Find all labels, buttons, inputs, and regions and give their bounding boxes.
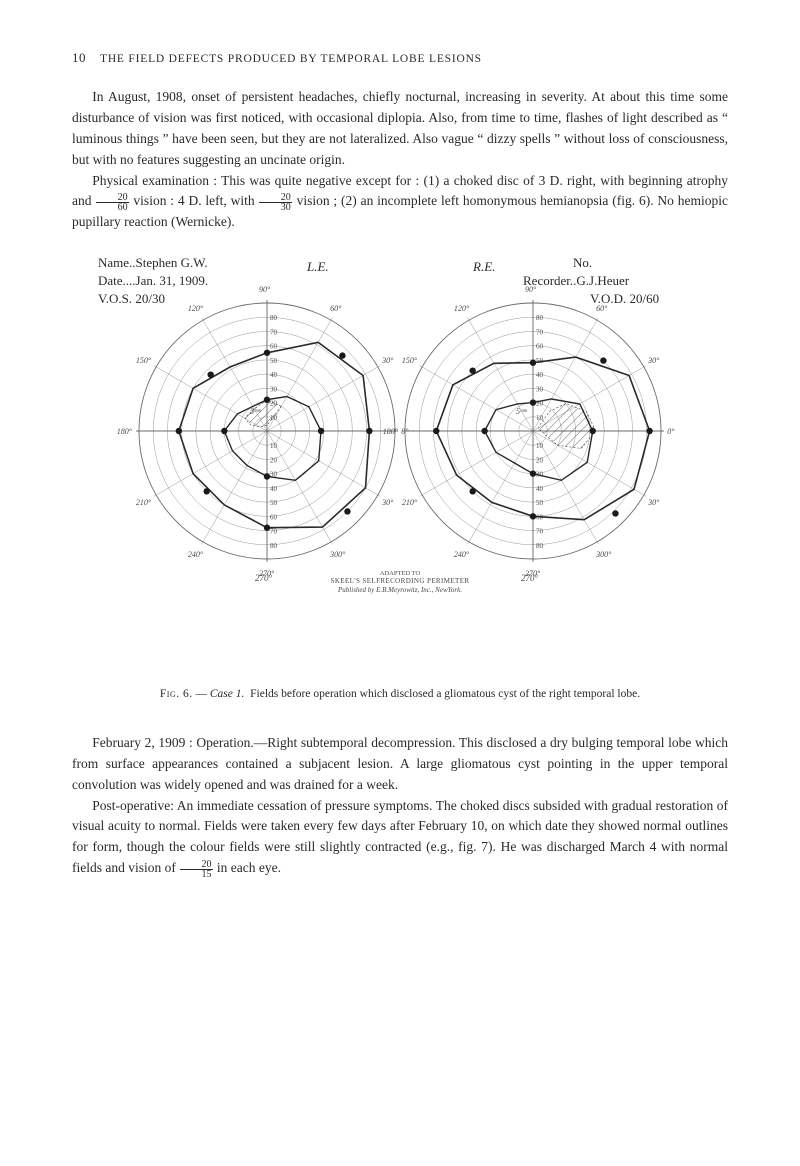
svg-text:ADAPTED TO: ADAPTED TO — [380, 570, 421, 577]
svg-text:40: 40 — [536, 371, 544, 379]
svg-text:30°: 30° — [647, 356, 660, 365]
fraction-20-30: 2030 — [259, 193, 291, 212]
svg-text:60°: 60° — [330, 304, 342, 313]
svg-text:SKEEL'S SELFRECORDING PERIMETE: SKEEL'S SELFRECORDING PERIMETER — [331, 577, 470, 585]
svg-text:Date....Jan. 31, 1909.: Date....Jan. 31, 1909. — [98, 273, 208, 288]
para2-a: Physical examination : This was quite ne… — [92, 173, 549, 188]
svg-text:70: 70 — [270, 329, 278, 337]
svg-text:120°: 120° — [454, 304, 470, 313]
figure-caption: Fig. 6. — Case 1. Fields before operatio… — [72, 687, 728, 703]
paragraph-3: February 2, 1909 : Operation.—Right subt… — [72, 733, 728, 796]
svg-text:30°: 30° — [381, 356, 394, 365]
page-header: 10 THE FIELD DEFECTS PRODUCED BY TEMPORA… — [72, 48, 728, 69]
svg-text:5ᵐᵐ: 5ᵐᵐ — [516, 407, 527, 416]
frac-den: 15 — [180, 870, 212, 879]
svg-text:80: 80 — [270, 542, 278, 550]
svg-text:50: 50 — [270, 357, 278, 365]
svg-text:180°: 180° — [383, 427, 399, 436]
svg-text:10: 10 — [536, 414, 544, 422]
svg-text:150°: 150° — [136, 356, 152, 365]
para4-a: Post-operative: An immediate cessation o… — [72, 798, 728, 876]
svg-text:300°: 300° — [595, 550, 612, 559]
caption-text: Fields before operation which disclosed … — [250, 688, 640, 700]
svg-text:270°: 270° — [521, 573, 539, 583]
svg-text:240°: 240° — [188, 550, 204, 559]
svg-text:0°: 0° — [667, 427, 675, 436]
svg-text:10: 10 — [536, 442, 544, 450]
svg-text:150°: 150° — [402, 356, 418, 365]
svg-text:50: 50 — [270, 499, 278, 507]
svg-text:30: 30 — [536, 386, 544, 394]
caption-lead: Fig. 6. — [160, 688, 193, 700]
svg-text:120°: 120° — [188, 304, 204, 313]
paragraph-2: Physical examination : This was quite ne… — [72, 171, 728, 234]
svg-text:210°: 210° — [402, 498, 418, 507]
svg-text:80: 80 — [536, 542, 544, 550]
svg-text:240°: 240° — [454, 550, 470, 559]
svg-text:60: 60 — [270, 514, 278, 522]
svg-text:20: 20 — [270, 457, 278, 465]
small-caps-d-1: D. — [550, 173, 563, 188]
svg-text:210°: 210° — [136, 498, 152, 507]
svg-text:180°: 180° — [117, 427, 133, 436]
running-title: THE FIELD DEFECTS PRODUCED BY TEMPORAL L… — [100, 51, 482, 69]
svg-text:Published by E.B.Meyrowitz, In: Published by E.B.Meyrowitz, Inc., NewYor… — [337, 586, 462, 594]
perimetry-chart: Name..Stephen G.W. Date....Jan. 31, 1909.… — [90, 251, 710, 681]
svg-text:30: 30 — [270, 386, 278, 394]
svg-text:L.E.: L.E. — [306, 259, 329, 274]
svg-text:40: 40 — [270, 485, 278, 493]
svg-text:V.O.S. 20/30: V.O.S. 20/30 — [98, 291, 165, 306]
svg-text:40: 40 — [270, 371, 278, 379]
svg-text:Recorder..G.J.Heuer: Recorder..G.J.Heuer — [523, 273, 630, 288]
svg-text:270°: 270° — [255, 573, 273, 583]
fraction-20-15: 2015 — [180, 860, 212, 879]
svg-text:5ᵐᵐ: 5ᵐᵐ — [250, 407, 261, 416]
svg-text:70: 70 — [270, 528, 278, 536]
svg-text:80: 80 — [270, 314, 278, 322]
svg-text:40: 40 — [536, 485, 544, 493]
caption-case: Case 1. — [210, 688, 245, 700]
para2-c: vision : 4 — [130, 193, 189, 208]
figure-6-wrap: Name..Stephen G.W. Date....Jan. 31, 1909.… — [72, 251, 728, 703]
svg-text:80: 80 — [536, 314, 544, 322]
svg-text:60: 60 — [536, 343, 544, 351]
para4-b: in each eye. — [214, 860, 281, 875]
svg-text:Name..Stephen G.W.: Name..Stephen G.W. — [98, 255, 208, 270]
svg-text:70: 70 — [536, 528, 544, 536]
svg-text:300°: 300° — [329, 550, 346, 559]
svg-text:30°: 30° — [647, 498, 660, 507]
svg-text:R.E.: R.E. — [472, 259, 495, 274]
svg-text:90°: 90° — [525, 285, 537, 294]
svg-text:60°: 60° — [596, 304, 608, 313]
svg-text:70: 70 — [536, 329, 544, 337]
frac-den: 30 — [259, 203, 291, 212]
page-number: 10 — [72, 48, 86, 68]
svg-text:50: 50 — [536, 499, 544, 507]
svg-text:30°: 30° — [381, 498, 394, 507]
svg-text:60: 60 — [270, 343, 278, 351]
small-caps-d-2: D. — [188, 193, 201, 208]
svg-text:20: 20 — [536, 457, 544, 465]
svg-text:90°: 90° — [259, 285, 271, 294]
fraction-20-60: 2060 — [96, 193, 128, 212]
paragraph-4: Post-operative: An immediate cessation o… — [72, 796, 728, 880]
para2-d: left, with — [202, 193, 259, 208]
svg-text:10: 10 — [270, 442, 278, 450]
svg-text:No.: No. — [573, 255, 592, 270]
paragraph-1: In August, 1908, onset of persistent hea… — [72, 87, 728, 171]
frac-den: 60 — [96, 203, 128, 212]
